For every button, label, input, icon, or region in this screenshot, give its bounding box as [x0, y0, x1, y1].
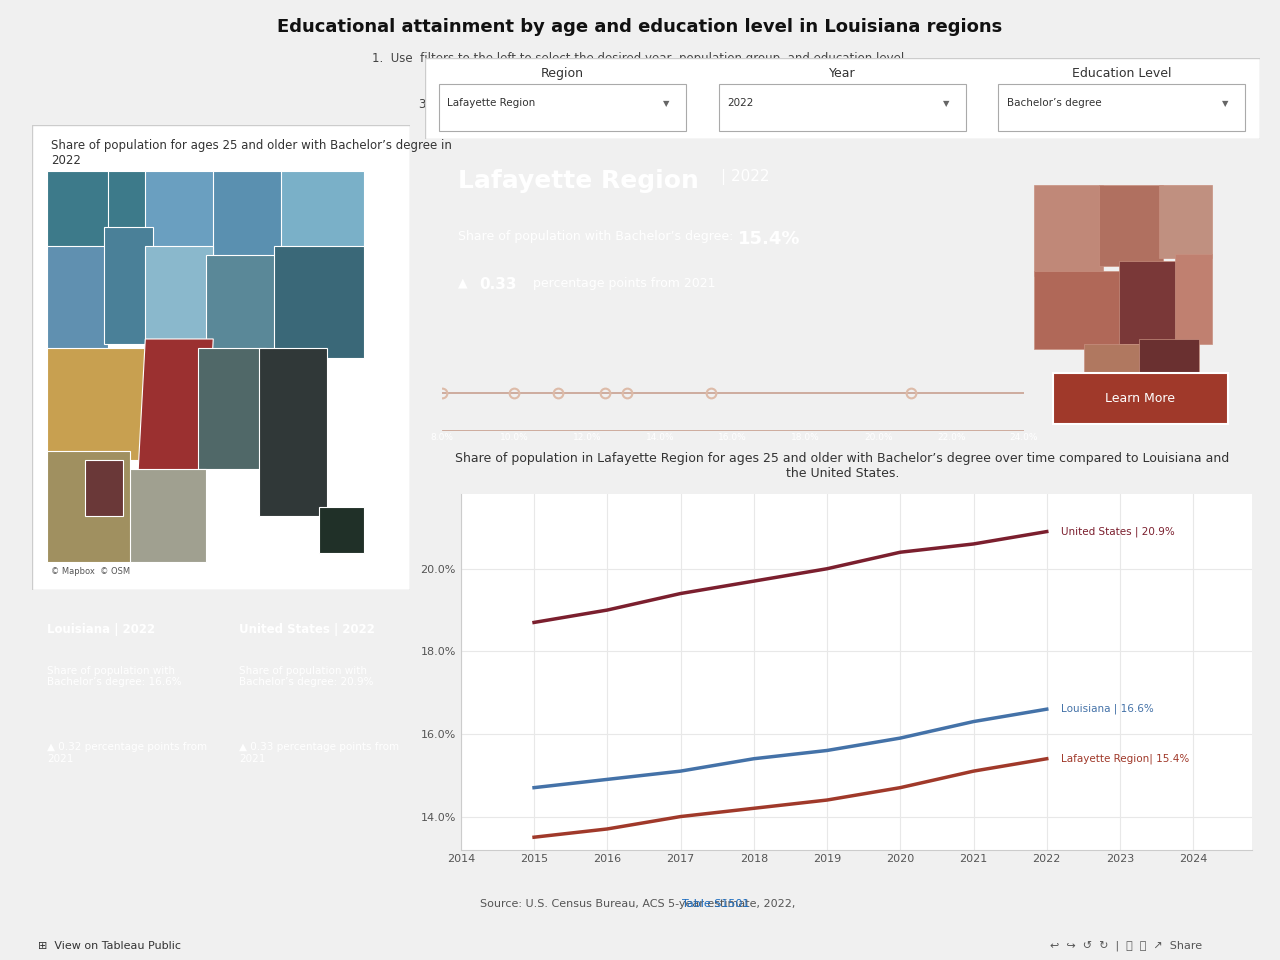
Polygon shape — [138, 339, 214, 479]
Polygon shape — [123, 469, 206, 563]
Polygon shape — [1034, 185, 1103, 276]
FancyBboxPatch shape — [439, 84, 686, 132]
Text: Share of population for ages 25 and older with Bachelor’s degree in
2022: Share of population for ages 25 and olde… — [51, 139, 452, 167]
Polygon shape — [108, 171, 152, 236]
Text: Learn More: Learn More — [1106, 393, 1175, 405]
Text: Louisiana | 2022: Louisiana | 2022 — [47, 623, 155, 636]
Text: 22.0%: 22.0% — [937, 433, 965, 442]
Polygon shape — [274, 246, 365, 357]
Polygon shape — [1139, 339, 1198, 405]
Text: 8.0%: 8.0% — [430, 433, 453, 442]
Text: 12.0%: 12.0% — [573, 433, 602, 442]
Text: Year: Year — [829, 67, 855, 81]
Polygon shape — [319, 507, 365, 553]
Text: Lafayette Region| 15.4%: Lafayette Region| 15.4% — [1061, 754, 1189, 764]
Polygon shape — [47, 171, 115, 255]
Polygon shape — [206, 255, 282, 357]
Text: Education Level: Education Level — [1073, 67, 1171, 81]
Polygon shape — [1175, 253, 1212, 345]
Text: ▼: ▼ — [1222, 99, 1229, 108]
Text: 0.33: 0.33 — [479, 276, 517, 292]
Polygon shape — [47, 246, 108, 357]
Text: | 2022: | 2022 — [721, 169, 769, 184]
Polygon shape — [47, 451, 131, 563]
Text: 10.0%: 10.0% — [500, 433, 529, 442]
Text: 3.  Click “Learn More” to view more information about the selected region.: 3. Click “Learn More” to view more infor… — [420, 98, 860, 111]
Text: Educational attainment by age and education level in Louisiana regions: Educational attainment by age and educat… — [278, 18, 1002, 36]
Text: Louisiana | 16.6%: Louisiana | 16.6% — [1061, 704, 1155, 714]
Text: 15.4%: 15.4% — [739, 230, 800, 249]
Text: 24.0%: 24.0% — [1010, 433, 1038, 442]
FancyBboxPatch shape — [32, 125, 410, 590]
Polygon shape — [104, 228, 152, 344]
Text: percentage points from 2021: percentage points from 2021 — [530, 276, 716, 290]
Text: 2022: 2022 — [727, 98, 754, 108]
Text: Share of population with
Bachelor’s degree: 16.6%: Share of population with Bachelor’s degr… — [47, 666, 182, 687]
Text: Share of population with Bachelor’s degree:: Share of population with Bachelor’s degr… — [458, 230, 737, 243]
Text: Lafayette Region: Lafayette Region — [458, 169, 699, 193]
Text: Bachelor’s degree: Bachelor’s degree — [1006, 98, 1101, 108]
Polygon shape — [1158, 185, 1212, 258]
Polygon shape — [1119, 261, 1179, 345]
Polygon shape — [259, 348, 326, 516]
Polygon shape — [198, 348, 266, 469]
Polygon shape — [1034, 271, 1124, 349]
Polygon shape — [146, 246, 214, 348]
Text: 1.  Use  filters to the left to select the desired year, population group, and e: 1. Use filters to the left to select the… — [372, 52, 908, 65]
Text: 18.0%: 18.0% — [791, 433, 820, 442]
Text: © Mapbox  © OSM: © Mapbox © OSM — [51, 567, 131, 576]
Text: Region: Region — [541, 67, 584, 81]
Text: ▲ 0.33 percentage points from
2021: ▲ 0.33 percentage points from 2021 — [239, 742, 399, 764]
Text: Table S1501: Table S1501 — [682, 900, 750, 909]
FancyBboxPatch shape — [719, 84, 965, 132]
Polygon shape — [1083, 345, 1143, 405]
Polygon shape — [84, 460, 123, 516]
Polygon shape — [1100, 185, 1164, 266]
Polygon shape — [146, 171, 221, 251]
FancyBboxPatch shape — [998, 84, 1245, 132]
Text: Share of population with
Bachelor’s degree: 20.9%: Share of population with Bachelor’s degr… — [239, 666, 374, 687]
FancyBboxPatch shape — [425, 58, 1260, 139]
Polygon shape — [214, 171, 289, 265]
Text: 2.  Select a region on the map for an overview of the selected region.: 2. Select a region on the map for an ove… — [434, 75, 846, 88]
Text: ▼: ▼ — [942, 99, 948, 108]
Text: 20.0%: 20.0% — [864, 433, 892, 442]
Polygon shape — [47, 348, 146, 460]
Text: ⊞  View on Tableau Public: ⊞ View on Tableau Public — [38, 941, 182, 950]
Text: 14.0%: 14.0% — [645, 433, 675, 442]
Polygon shape — [282, 171, 365, 255]
Text: ▲ 0.32 percentage points from
2021: ▲ 0.32 percentage points from 2021 — [47, 742, 207, 764]
Text: ▼: ▼ — [663, 99, 669, 108]
Text: Share of population in Lafayette Region for ages 25 and older with Bachelor’s de: Share of population in Lafayette Region … — [456, 452, 1229, 480]
Text: ↩  ↪  ↺  ↻  |  ⬜  ⬜  ↗  Share: ↩ ↪ ↺ ↻ | ⬜ ⬜ ↗ Share — [1050, 941, 1202, 950]
Text: United States | 2022: United States | 2022 — [239, 623, 375, 636]
Text: 16.0%: 16.0% — [718, 433, 748, 442]
FancyBboxPatch shape — [1053, 373, 1228, 424]
Text: Lafayette Region: Lafayette Region — [448, 98, 536, 108]
Text: ▲: ▲ — [458, 276, 468, 290]
Text: Source: U.S. Census Bureau, ACS 5-year estimate, 2022,: Source: U.S. Census Bureau, ACS 5-year e… — [480, 900, 803, 909]
Text: United States | 20.9%: United States | 20.9% — [1061, 526, 1175, 537]
